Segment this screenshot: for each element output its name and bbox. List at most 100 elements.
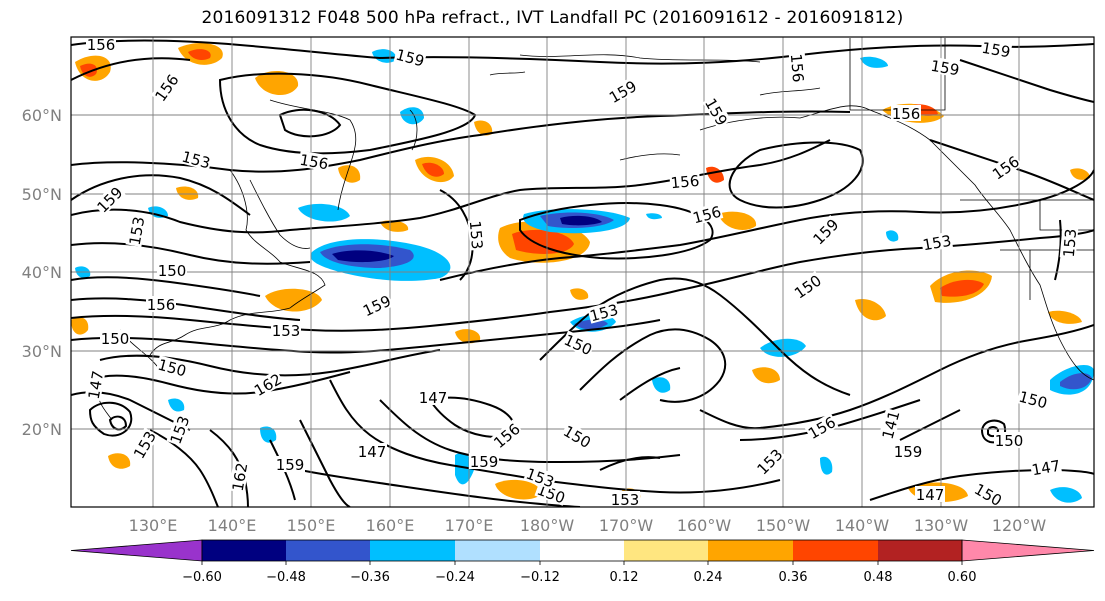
contour-label-group: 153 [610,491,640,509]
contour-label-bg [988,152,1023,183]
contour-label-bg [93,183,126,216]
contour-label: 153 [126,215,149,246]
contour-label-bg [146,296,176,312]
contour-label: 153 [611,491,640,509]
colorbar-segment [624,540,708,561]
contour-label-bg [166,412,192,447]
colorbar-tick-label: 0.48 [864,570,893,585]
contour-label-bg [915,486,945,502]
contour-label-bg [489,419,523,452]
contour-label-bg [129,427,159,462]
contour-label-bg [560,421,595,451]
contour-label: 150 [995,432,1024,450]
contour-label-group: 153 [271,322,301,340]
contour-label-bg [929,56,962,78]
contour-label-group: 147 [357,443,387,461]
contour-label: 153 [272,322,301,340]
lon-label-150w: 150°W [756,516,811,535]
lon-label-160w: 160°W [677,516,732,535]
contour-label-bg [418,389,448,405]
contour-label: 153 [1060,228,1080,258]
contour-label-bg [534,480,569,506]
contour-label-group: 153 [920,231,953,254]
contour-label-bg [753,445,786,478]
contour-label-bg [878,408,902,442]
colorbar-segment [878,540,962,561]
contour-label: 159 [470,453,499,471]
contour-label: 147 [916,486,945,504]
contour-label-bg [84,368,106,401]
colorbar-tick-label: −0.24 [435,570,475,585]
contour-label-group: 156 [669,171,701,192]
contour-label: 156 [298,151,329,174]
lon-label-140w: 140°W [835,516,890,535]
contour-label: 162 [229,461,252,492]
contour-label: 159 [929,57,960,80]
contour-label-group: 150 [994,432,1024,450]
contour-label: 147 [85,369,108,400]
contour-label-bg [86,37,116,52]
contour-label-group: 162 [228,460,252,493]
lat-label-30: 30°N [22,342,62,361]
contour-label-bg [1029,456,1062,478]
colorbar-outline [201,539,963,562]
contour-label-bg [804,412,839,442]
contour-label: 159 [894,443,923,461]
colorbar-extend-high [961,539,1095,562]
contour-label-bg [702,94,732,129]
contour-lines [71,39,1094,507]
contour-label-group: 153 [466,219,487,251]
contour-label-bg [228,460,250,493]
contour-label-bg [809,215,842,248]
contour-label-bg [157,262,187,278]
map-title: 2016091312 F048 500 hPa refract., IVT La… [201,8,904,28]
latitude-labels: 60°N 50°N 40°N 30°N 20°N [22,106,62,439]
contour-label-bg [610,491,640,507]
contour-label-bg [271,322,301,338]
contour-label: 156 [670,172,700,192]
lon-label-180w: 180°W [520,516,575,535]
contour-label-group: 150 [100,330,130,348]
contour-label: 147 [1030,457,1061,480]
colorbar-tick-label: −0.36 [350,570,390,585]
colorbar-tick-label: −0.60 [182,570,222,585]
contour-label-bg [893,443,923,459]
colorbar-extend-low [70,539,203,562]
contour-label-group: 153 [125,214,149,247]
contour-label-bg [523,464,558,490]
contour-label: 147 [419,389,448,407]
contour-label-group: 147 [418,389,448,407]
contour-label-group: 147 [1029,456,1062,480]
lat-label-60: 60°N [22,106,62,125]
longitude-labels: 130°E 140°E 150°E 160°E 170°E 180°W 170°… [129,516,1047,535]
contour-label-bg [155,355,189,379]
graticule [71,37,1094,507]
contour-label-group: 162 [250,369,285,400]
contour-label-bg [605,76,640,106]
colorbar-tick-label: −0.48 [266,570,306,585]
colorbar-segment [540,540,624,561]
contour-label: 147 [358,443,387,461]
contour-label-bg [469,453,499,469]
contour-label-bg [357,443,387,459]
lat-label-40: 40°N [22,263,62,282]
contour-label-bg [971,479,1006,507]
contour-label-group: 156 [298,150,331,174]
contour-label-bg [561,330,596,358]
contour-label-group: 156 [891,105,921,123]
contour-label-bg [891,105,921,121]
contour-label-bg [1059,227,1079,259]
contour-label-bg [100,330,130,346]
map-frame [70,36,1095,508]
contour-label-bg [275,456,305,472]
lat-label-50: 50°N [22,185,62,204]
contour-label-group: 159 [980,38,1013,61]
colorbar-tick-label: −0.12 [520,570,560,585]
contour-label: 150 [101,330,130,348]
contour-label-bg [151,70,182,105]
colorbar-tick-label: 0.24 [694,570,723,585]
contour-label: 156 [787,53,807,83]
colorbar-segment [286,540,370,561]
contour-label-bg [920,231,953,253]
